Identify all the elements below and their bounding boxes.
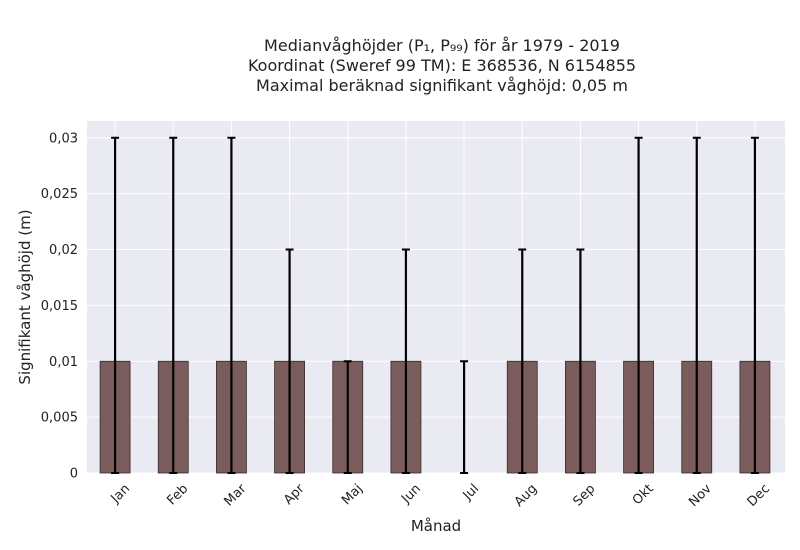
- y-axis-label: Signifikant våghöjd (m): [16, 209, 34, 384]
- x-tick-label-feb: Feb: [164, 481, 191, 508]
- x-tick-label-apr: Apr: [281, 481, 308, 508]
- y-axis-ticks: 0 0,005 0,01 0,015 0,02 0,025 0,03: [41, 131, 78, 481]
- error-bar-apr: [285, 248, 294, 474]
- x-tick-label-jul: Jul: [460, 481, 482, 503]
- x-tick-label-dec: Dec: [745, 481, 773, 509]
- chart-title: Medianvåghöjder (P₁, P₉₉) för år 1979 - …: [248, 36, 636, 95]
- y-tick-label: 0,01: [49, 355, 78, 370]
- x-tick-label-jan: Jan: [108, 481, 133, 506]
- error-bar-jun: [401, 248, 410, 474]
- x-tick-label-aug: Aug: [512, 481, 541, 510]
- error-bar-mar: [227, 136, 236, 474]
- title-line-1: Medianvåghöjder (P₁, P₉₉) för år 1979 - …: [264, 36, 620, 55]
- x-tick-label-jun: Jun: [398, 481, 424, 507]
- x-tick-label-maj: Maj: [339, 481, 366, 508]
- error-bar-nov: [692, 136, 701, 474]
- x-tick-label-okt: Okt: [630, 481, 657, 508]
- x-axis-ticks: Jan Feb Mar Apr Maj Jun Jul Aug Sep Okt Nov Dec: [108, 481, 773, 510]
- error-bar-jul: [460, 360, 469, 474]
- y-tick-label: 0,015: [41, 299, 78, 314]
- plot-background: [87, 121, 785, 473]
- x-tick-label-sep: Sep: [571, 481, 599, 509]
- y-tick-label: 0,005: [41, 411, 78, 426]
- error-bar-feb: [169, 136, 178, 474]
- x-axis-label: Månad: [411, 517, 461, 535]
- title-line-2: Koordinat (Sweref 99 TM): E 368536, N 61…: [248, 56, 636, 75]
- error-bar-okt: [634, 136, 643, 474]
- error-bar-jan: [111, 136, 120, 474]
- y-tick-label: 0,02: [49, 243, 78, 258]
- y-tick-label: 0: [70, 467, 78, 482]
- x-tick-label-nov: Nov: [686, 481, 715, 510]
- error-bars: [111, 136, 759, 474]
- error-bar-dec: [750, 136, 759, 474]
- y-tick-label: 0,025: [41, 187, 78, 202]
- x-tick-label-mar: Mar: [222, 481, 250, 509]
- y-tick-label: 0,03: [49, 131, 78, 146]
- title-line-3: Maximal beräknad signifikant våghöjd: 0,…: [256, 76, 628, 95]
- error-bar-maj: [343, 360, 352, 474]
- error-bar-aug: [518, 248, 527, 474]
- error-bar-sep: [576, 248, 585, 474]
